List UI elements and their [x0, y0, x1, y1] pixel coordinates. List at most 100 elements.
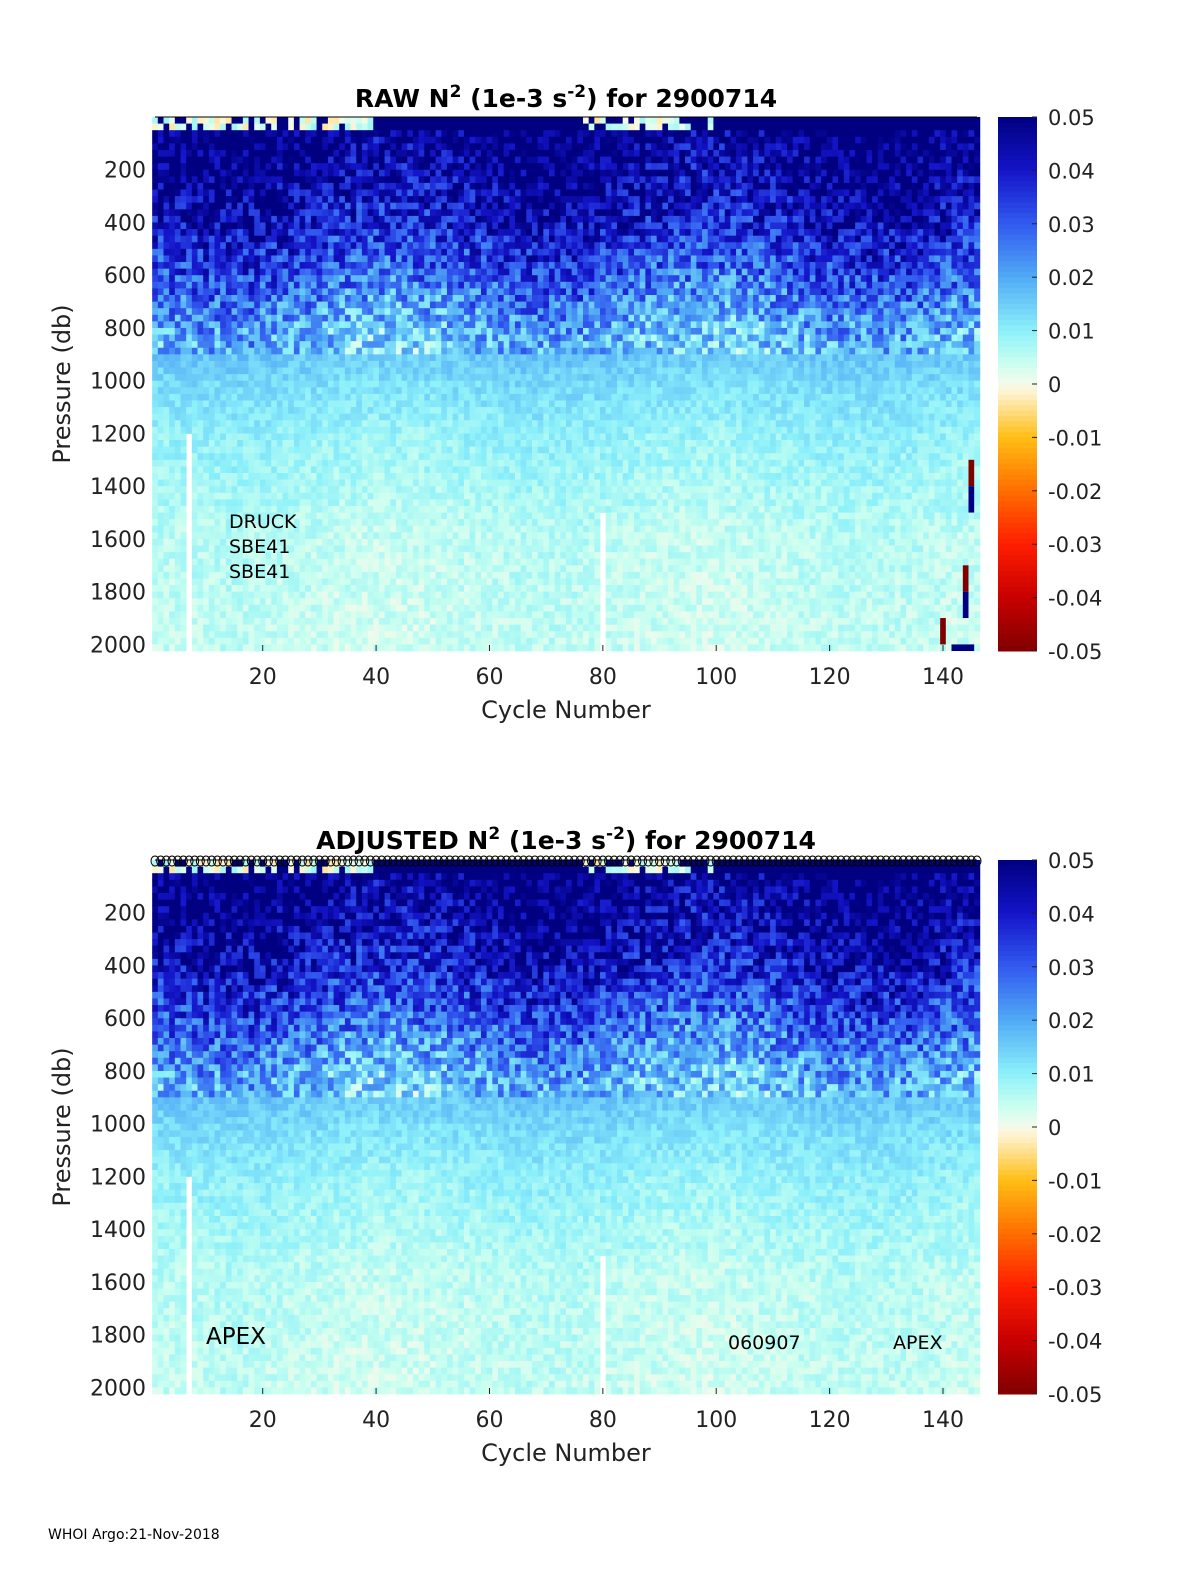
heatmap-cell [441, 321, 447, 328]
heatmap-cell [390, 526, 396, 533]
heatmap-cell [232, 638, 238, 645]
heatmap-cell [283, 229, 289, 236]
heatmap-cell [407, 354, 413, 361]
heatmap-cell [351, 150, 357, 157]
heatmap-cell [220, 519, 226, 526]
heatmap-cell [294, 453, 300, 460]
heatmap-cell [175, 302, 181, 309]
heatmap-cell [419, 315, 425, 322]
heatmap-cell [288, 499, 294, 506]
heatmap-cell [464, 295, 470, 302]
heatmap-cell [220, 335, 226, 342]
heatmap-cell [492, 578, 498, 585]
heatmap-cell [481, 598, 487, 605]
heatmap-cell [277, 209, 283, 216]
heatmap-cell [436, 196, 442, 203]
heatmap-cell [396, 578, 402, 585]
heatmap-cell [356, 499, 362, 506]
heatmap-cell [158, 190, 164, 197]
heatmap-cell [430, 354, 436, 361]
heatmap-cell [260, 394, 266, 401]
heatmap-cell [152, 592, 158, 599]
heatmap-cell [328, 427, 334, 434]
heatmap-cell [328, 196, 334, 203]
heatmap-cell [203, 269, 209, 276]
heatmap-cell [237, 585, 243, 592]
heatmap-cell [169, 361, 175, 368]
heatmap-cell [152, 519, 158, 526]
heatmap-cell [288, 295, 294, 302]
heatmap-cell [181, 460, 187, 467]
heatmap-cell [220, 420, 226, 427]
heatmap-cell [447, 638, 453, 645]
heatmap-cell [322, 348, 328, 355]
heatmap-cell [402, 368, 408, 375]
heatmap-cell [334, 190, 340, 197]
heatmap-cell [339, 453, 345, 460]
heatmap-cell [288, 183, 294, 190]
heatmap-cell [373, 124, 379, 131]
heatmap-cell [152, 447, 158, 454]
heatmap-cell [203, 486, 209, 493]
heatmap-cell [271, 170, 277, 177]
heatmap-cell [373, 150, 379, 157]
heatmap-cell [390, 631, 396, 638]
heatmap-cell [362, 282, 368, 289]
heatmap-cell [169, 611, 175, 618]
heatmap-cell [305, 374, 311, 381]
heatmap-cell [317, 625, 323, 632]
heatmap-cell [402, 354, 408, 361]
heatmap-cell [498, 592, 504, 599]
heatmap-cell [430, 308, 436, 315]
heatmap-cell [487, 315, 493, 322]
heatmap-cell [237, 618, 243, 625]
heatmap-cell [487, 242, 493, 249]
heatmap-cell [203, 572, 209, 579]
heatmap-cell [339, 361, 345, 368]
heatmap-cell [419, 625, 425, 632]
heatmap-cell [407, 190, 413, 197]
heatmap-cell [152, 302, 158, 309]
heatmap-cell [396, 598, 402, 605]
heatmap-cell [220, 447, 226, 454]
heatmap-cell [379, 420, 385, 427]
heatmap-cell [487, 328, 493, 335]
heatmap-cell [305, 361, 311, 368]
heatmap-cell [164, 321, 170, 328]
heatmap-cell [470, 157, 476, 164]
heatmap-cell [447, 532, 453, 539]
heatmap-cell [458, 335, 464, 342]
heatmap-cell [498, 466, 504, 473]
heatmap-cell [266, 295, 272, 302]
heatmap-cell [441, 255, 447, 262]
heatmap-cell [464, 190, 470, 197]
heatmap-cell [464, 644, 470, 651]
heatmap-cell [447, 460, 453, 467]
heatmap-cell [311, 394, 317, 401]
heatmap-cell [373, 255, 379, 262]
heatmap-cell [283, 190, 289, 197]
heatmap-cell [470, 420, 476, 427]
heatmap-cell [266, 460, 272, 467]
heatmap-cell [181, 552, 187, 559]
heatmap-cell [475, 348, 481, 355]
heatmap-cell [249, 460, 255, 467]
heatmap-cell [458, 354, 464, 361]
heatmap-cell [362, 308, 368, 315]
heatmap-cell [453, 447, 459, 454]
heatmap-cell [356, 190, 362, 197]
heatmap-cell [266, 196, 272, 203]
heatmap-cell [305, 506, 311, 513]
heatmap-cell [441, 420, 447, 427]
heatmap-cell [362, 190, 368, 197]
heatmap-cell [215, 190, 221, 197]
heatmap-cell [209, 480, 215, 487]
heatmap-cell [441, 433, 447, 440]
heatmap-cell [288, 644, 294, 651]
heatmap-cell [226, 242, 232, 249]
heatmap-cell [294, 618, 300, 625]
heatmap-cell [373, 519, 379, 526]
heatmap-cell [402, 631, 408, 638]
heatmap-cell [271, 368, 277, 375]
heatmap-cell [345, 578, 351, 585]
